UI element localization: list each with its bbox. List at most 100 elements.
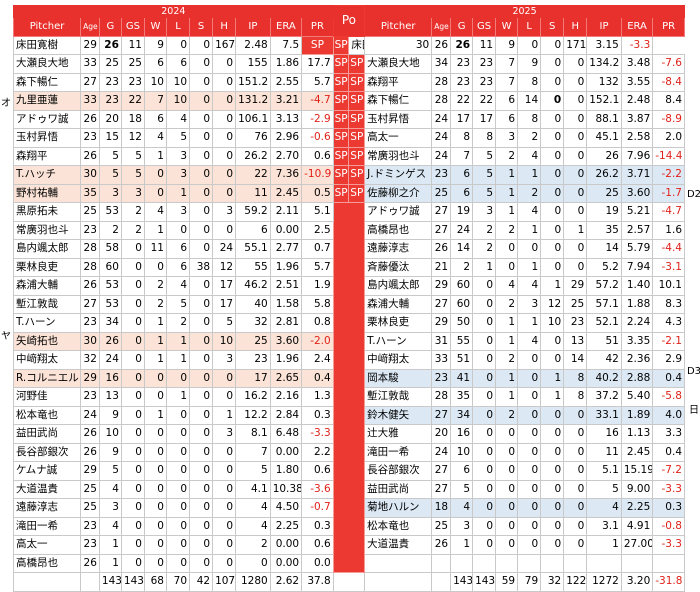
cell-2025-w: 2 — [495, 220, 519, 240]
cell-2024-age: 25 — [80, 202, 100, 222]
cell-2024-pitcher: 森浦大輔 — [12, 276, 82, 296]
total-2025-l: 79 — [517, 572, 542, 592]
cell-2024-s: 0 — [189, 479, 214, 499]
cell-2024-gs: 23 — [120, 72, 145, 92]
cell-2025-s: 0 — [540, 257, 565, 277]
cell-2024-age: 27 — [80, 294, 100, 314]
cell-2024-age: 23 — [80, 313, 100, 333]
cell-2024-w: 6 — [143, 54, 167, 74]
cell-2024-gs: 11 — [120, 35, 145, 55]
cell-2025-g: 6 — [450, 183, 474, 203]
cell-2025-era: 3.71 — [620, 165, 654, 185]
cell-2024-w: 0 — [143, 257, 167, 277]
cell-2025-pitcher: 森翔平 — [364, 72, 433, 92]
cell-2025-h — [563, 553, 588, 573]
cell-2024-w: 0 — [143, 479, 167, 499]
cell-2024-era: 2.77 — [269, 239, 303, 259]
cell-2025-pr: -14.4 — [652, 146, 685, 166]
cell-2025-s — [540, 553, 565, 573]
cell-2024-era: 2.51 — [269, 276, 303, 296]
cell-2025-w: 1 — [495, 331, 519, 351]
cell-2024-g: 53 — [98, 276, 122, 296]
cell-2024-w: 7 — [143, 91, 167, 111]
cell-2024-pitcher: 島内颯太郎 — [12, 239, 82, 259]
team-label-d2: D2 — [686, 189, 700, 200]
cell-2024-era: 1.86 — [269, 54, 303, 74]
cell-2024-h: 10 — [212, 331, 237, 351]
cell-2024-l: 6 — [165, 257, 191, 277]
cell-2025-ip: 57.1 — [586, 294, 622, 314]
cell-2024-g: 15 — [98, 128, 122, 148]
cell-2025-w: 11 — [472, 35, 497, 55]
cell-2024-l: 6 — [165, 239, 191, 259]
cell-2024-gs: 5 — [120, 165, 145, 185]
cell-2024-l: 0 — [165, 479, 191, 499]
cell-2024-pitcher: 森翔平 — [12, 146, 82, 166]
cell-2025-s: 10 — [540, 313, 565, 333]
cell-2024-age: 26 — [80, 109, 100, 129]
table-row: 塹江敦哉 27 53 0 2 5 0 17 40 1.58 5.8 森浦大輔 27 60 0 2 3 12 25 57… — [12, 294, 685, 314]
cell-2024-h: 0 — [212, 165, 237, 185]
cell-2025-l: 2 — [517, 128, 542, 148]
cell-2025-gs: 0 — [472, 535, 497, 555]
cell-2024-pr: 0.6 — [301, 535, 334, 555]
cell-2024-pitcher: 玉村昇悟 — [12, 128, 82, 148]
cell-2024-h: 3 — [212, 202, 237, 222]
cell-2024-pr: -3.3 — [301, 424, 334, 444]
cell-2025-age: 29 — [431, 276, 452, 296]
cell-2025-era: 3.55 — [620, 72, 654, 92]
cell-2024-ip: 16.2 — [235, 387, 271, 407]
cell-2025-gs: 1 — [472, 257, 497, 277]
cell-2025-g: 24 — [450, 220, 474, 240]
cell-2024-w: 2 — [143, 276, 167, 296]
cell-2024-gs: 0 — [120, 257, 145, 277]
cell-2025-age — [431, 553, 452, 573]
cell-2025-g: 60 — [450, 276, 474, 296]
cell-2025-gs: 0 — [472, 461, 497, 481]
cell-2025-gs: 0 — [472, 368, 497, 388]
cell-2024-pr: 1.3 — [301, 387, 334, 407]
cell-2025-h: 25 — [563, 294, 588, 314]
total-2024-g: 143 — [98, 572, 122, 592]
cell-2024-h: 24 — [212, 239, 237, 259]
cell-2025-pitcher — [364, 553, 433, 573]
cell-2024-pr: -0.7 — [301, 498, 334, 518]
table-row: T.ハッチ 30 5 5 0 3 0 0 22 7.36 -10.9 SP SP J.ドミンゲス 23 6 5 1… — [12, 165, 685, 185]
cell-2024-s: 0 — [189, 516, 214, 536]
cell-2024-pr: -0.6 — [301, 128, 334, 148]
cell-2024-era: 0.00 — [269, 553, 303, 573]
cell-2024-ip: 23 — [235, 350, 271, 370]
cell-2025-age: 25 — [431, 183, 452, 203]
cell-2024-gs: 0 — [120, 461, 145, 481]
cell-2024-pitcher: 高太一 — [12, 535, 82, 555]
cell-2025-ip: 16 — [586, 424, 622, 444]
cell-2024-age: 29 — [80, 35, 100, 55]
cell-2024-h: 0 — [212, 146, 237, 166]
cell-2025-gs: 5 — [472, 165, 497, 185]
cell-2025-w: 2 — [495, 146, 519, 166]
cell-2024-pitcher: アドゥワ誠 — [12, 109, 82, 129]
cell-2024-ip: 5 — [235, 461, 271, 481]
cell-2025-s: 1 — [540, 276, 565, 296]
cell-2024-age: 26 — [80, 276, 100, 296]
cell-2024-l: 4 — [165, 276, 191, 296]
cell-2024-h: 0 — [212, 535, 237, 555]
cell-2024-l: 0 — [165, 461, 191, 481]
cell-2024-h: 17 — [212, 294, 237, 314]
cell-2025-w: 2 — [495, 350, 519, 370]
cell-2024-era: 2.84 — [269, 405, 303, 425]
cell-2024-era: 1.96 — [269, 350, 303, 370]
cell-2025-era: 2.45 — [620, 442, 654, 462]
cell-2025-age: 28 — [431, 387, 452, 407]
cell-2025-era: 1.88 — [620, 294, 654, 314]
position-cell: SP — [332, 91, 350, 111]
cell-2025-gs: 23 — [472, 72, 497, 92]
cell-2025-l: 4 — [517, 202, 542, 222]
cell-2024-age: 23 — [80, 516, 100, 536]
cell-2024-pitcher: 矢崎拓也 — [12, 331, 82, 351]
cell-2025-gs: 0 — [472, 442, 497, 462]
cell-2024-h: 1 — [212, 405, 237, 425]
cell-2024-w: 1 — [143, 146, 167, 166]
cell-2025-g: 5 — [450, 479, 474, 499]
cell-2025-l: 1 — [517, 165, 542, 185]
